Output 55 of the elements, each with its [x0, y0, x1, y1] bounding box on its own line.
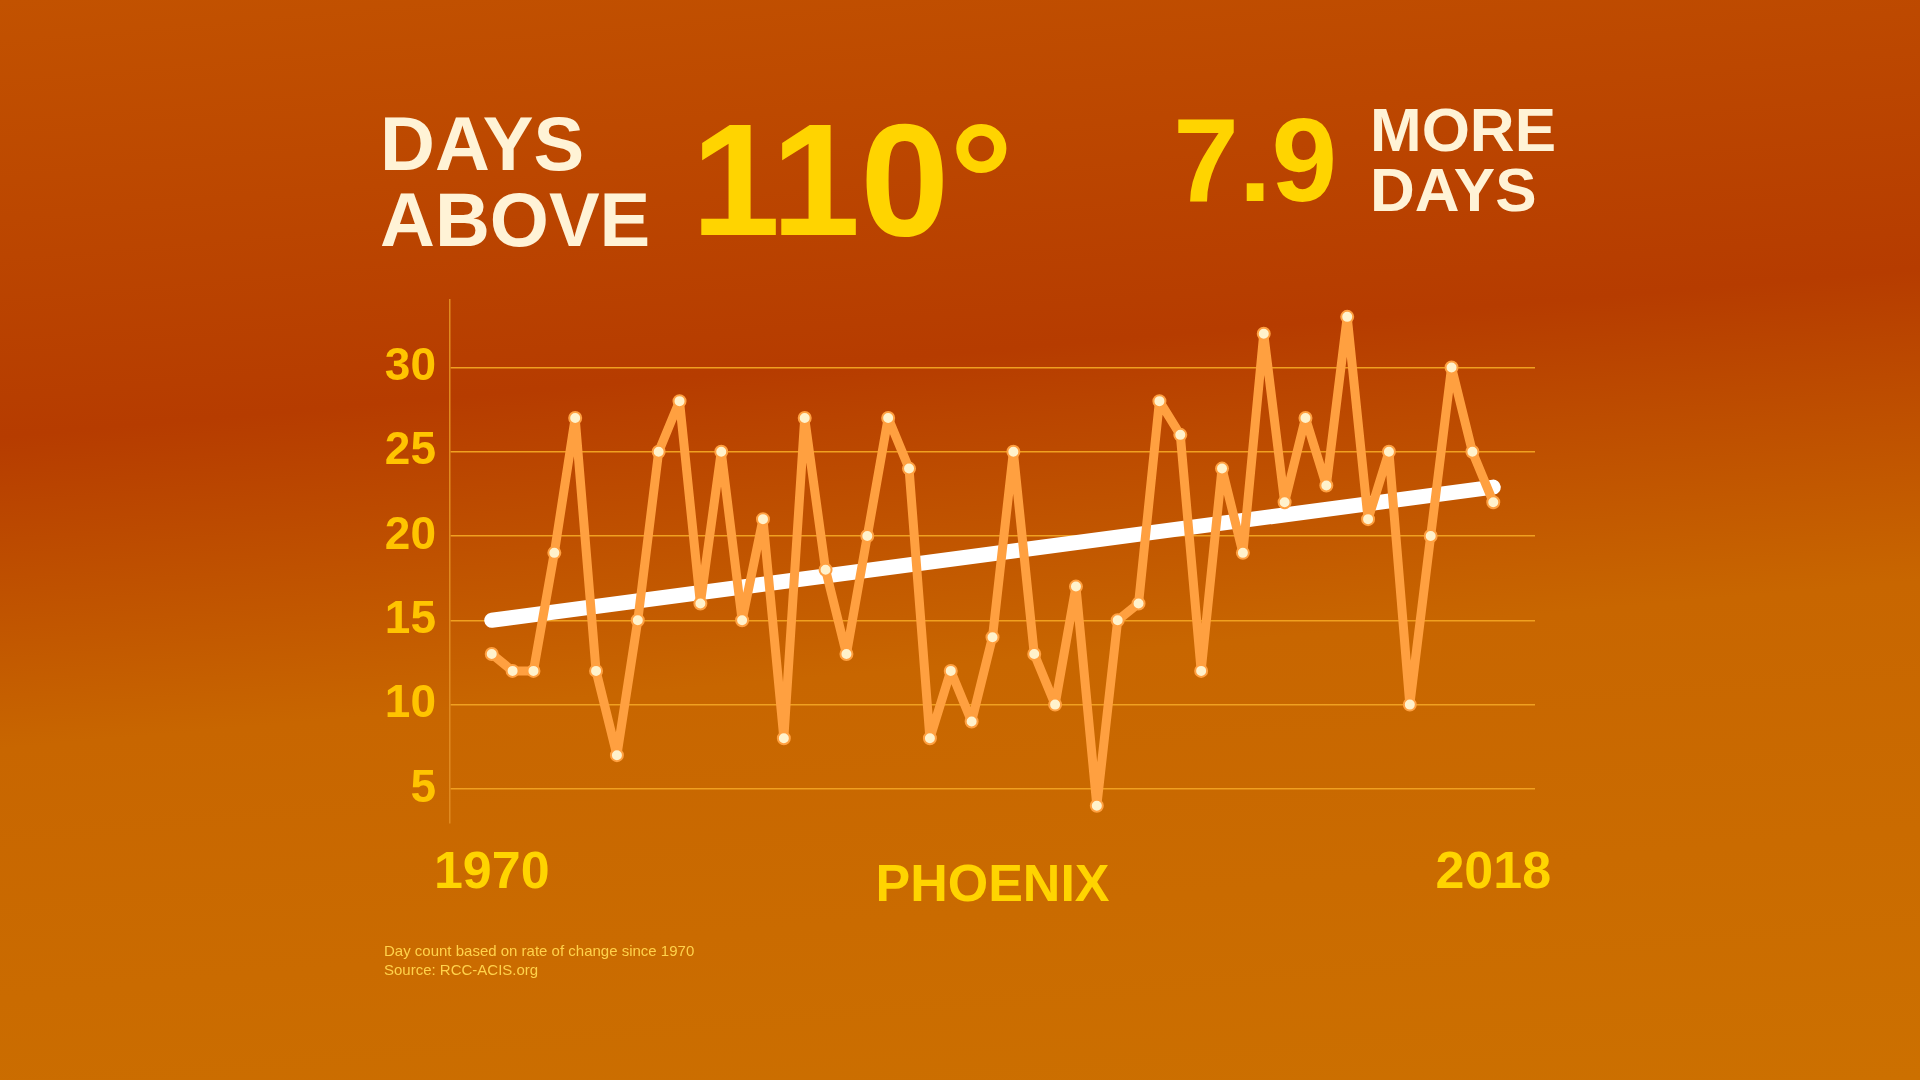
y-tick-label: 5	[410, 759, 436, 812]
point	[526, 663, 541, 678]
y-tick-label: 15	[384, 590, 436, 643]
point	[484, 647, 499, 662]
x-tick-label: 1970	[433, 841, 550, 900]
point	[1235, 545, 1250, 560]
y-tick-label: 30	[384, 338, 436, 391]
point	[714, 444, 729, 459]
point	[1340, 309, 1355, 324]
point	[505, 663, 520, 678]
point	[1068, 579, 1083, 594]
text: Day count based on rate of change since 1970	[384, 942, 695, 959]
point	[943, 663, 958, 678]
point	[1444, 360, 1459, 375]
point	[1110, 613, 1125, 628]
point	[672, 394, 687, 409]
point	[1381, 444, 1396, 459]
y-tick-label: 10	[384, 675, 436, 728]
point	[630, 613, 645, 628]
point	[755, 512, 770, 527]
point	[922, 731, 937, 746]
point	[776, 731, 791, 746]
point	[1089, 798, 1104, 813]
point	[1423, 529, 1438, 544]
point	[609, 748, 624, 763]
point	[839, 647, 854, 662]
source-note: Source: RCC-ACIS.org	[384, 961, 539, 978]
point	[1152, 394, 1167, 409]
point	[1215, 461, 1230, 476]
point	[693, 596, 708, 611]
point	[589, 663, 604, 678]
point	[1402, 697, 1417, 712]
point	[1319, 478, 1334, 493]
point	[1256, 326, 1271, 341]
point	[1131, 596, 1146, 611]
point	[902, 461, 917, 476]
point	[735, 613, 750, 628]
x-axis-title: PHOENIX	[875, 854, 1110, 913]
point	[818, 562, 833, 577]
y-tick-label: 20	[384, 506, 436, 559]
point	[1173, 427, 1188, 442]
point	[860, 529, 875, 544]
point	[1048, 697, 1063, 712]
x-tick-label: 2018	[1435, 841, 1552, 900]
point	[651, 444, 666, 459]
point	[547, 545, 562, 560]
y-tick-label: 25	[384, 422, 436, 475]
point	[1486, 495, 1501, 510]
point	[964, 714, 979, 729]
point	[985, 630, 1000, 645]
point	[1277, 495, 1292, 510]
point	[1006, 444, 1021, 459]
point	[1027, 647, 1042, 662]
point	[1361, 512, 1376, 527]
point	[1465, 444, 1480, 459]
